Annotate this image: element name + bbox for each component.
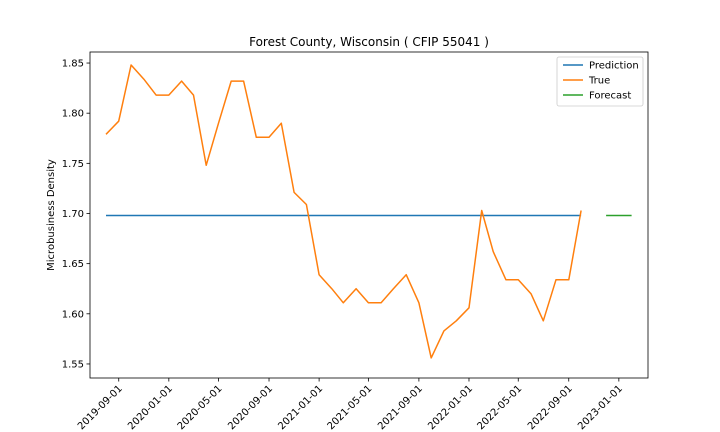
legend-label: Prediction: [589, 61, 639, 72]
y-tick-label: 1.60: [62, 309, 84, 320]
y-axis-ticks: 1.55 1.60 1.65 1.70 1.75 1.80 1.85: [62, 59, 90, 370]
legend-box: [556, 56, 644, 107]
series-lines: [105, 64, 632, 359]
y-axis-label: Microbusiness Density: [46, 159, 57, 271]
y-tick-label: 1.85: [62, 59, 84, 70]
y-tick-label: 1.55: [62, 359, 84, 370]
series-line-true: [105, 64, 582, 359]
legend-label: True: [588, 76, 610, 87]
y-tick-label: 1.75: [62, 159, 84, 170]
plot-frame: [89, 51, 649, 379]
y-tick-label: 1.70: [62, 209, 84, 220]
y-tick-label: 1.65: [62, 259, 84, 270]
legend-label: Forecast: [589, 91, 631, 102]
y-tick-label: 1.80: [62, 109, 84, 120]
legend: Prediction True Forecast: [556, 56, 644, 107]
chart-title: Forest County, Wisconsin ( CFIP 55041 ): [249, 35, 489, 49]
